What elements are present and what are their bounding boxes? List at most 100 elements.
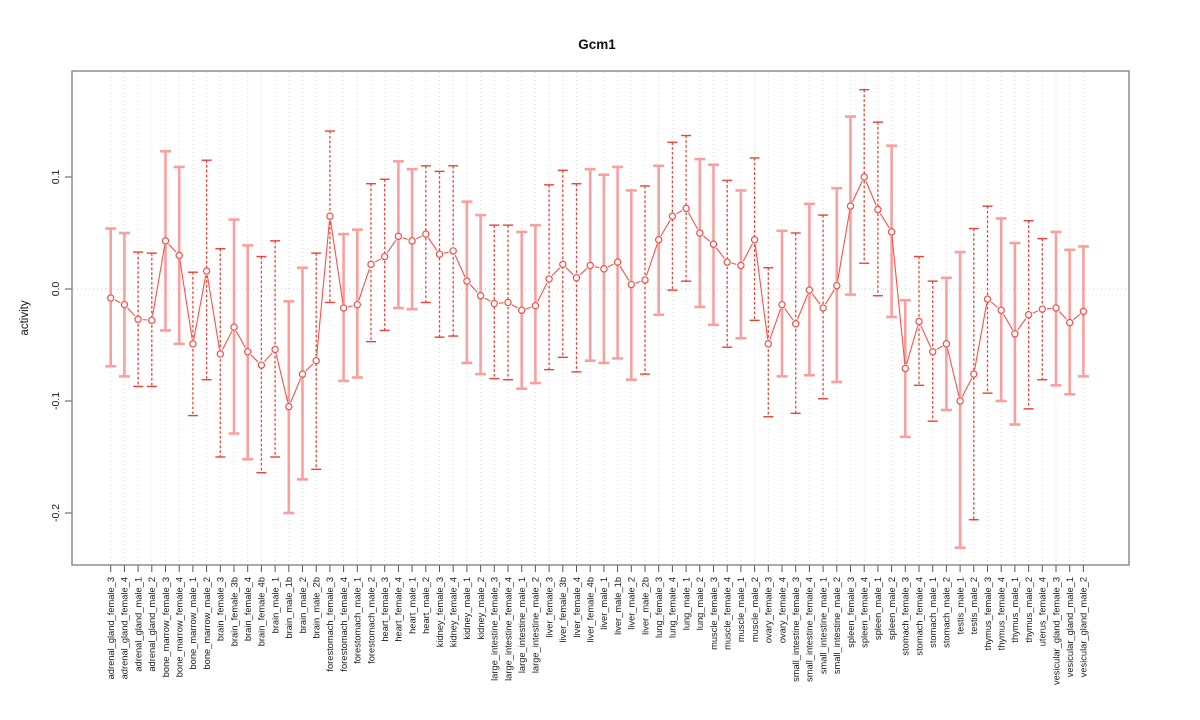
x-tick-label: lung_male_2: [695, 577, 705, 630]
plot-box: [71, 70, 1130, 566]
data-point: [846, 202, 855, 210]
series-segment: [565, 267, 574, 275]
data-point: [860, 173, 868, 181]
data-point: [463, 277, 471, 285]
series-segment: [607, 263, 614, 268]
x-tick-label: forestomach_female_3: [325, 577, 335, 672]
x-tick-label: stomach_female_4: [914, 577, 924, 656]
x-tick-label: uterus_female_4: [1038, 577, 1048, 646]
data-point: [148, 316, 156, 325]
data-point: [243, 348, 252, 356]
error-bars: [105, 88, 1089, 550]
x-tick-label: brain_male_1b: [284, 577, 294, 639]
series-segment: [264, 352, 273, 363]
x-tick-label: vesicular_gland_female_3: [1051, 577, 1061, 685]
x-tick-label: testis_male_1: [955, 577, 965, 634]
x-tick-label: liver_female_3: [544, 577, 554, 637]
error-bar: [1037, 237, 1048, 381]
series-segment: [936, 345, 943, 350]
series-segment: [221, 330, 233, 351]
data-point: [1065, 318, 1074, 327]
data-point: [230, 323, 238, 331]
x-tick-label: bone_marrow_female_3: [161, 577, 171, 677]
series-segment: [851, 180, 863, 203]
data-point: [134, 315, 142, 323]
series-segment: [825, 289, 835, 305]
data-point: [586, 261, 594, 270]
series-segment: [484, 297, 491, 302]
data-point: [1024, 311, 1033, 319]
x-tick-label: small_intestine_male_2: [832, 577, 842, 674]
x-tick-label: kidney_female_4: [449, 577, 459, 647]
series-segment: [811, 293, 821, 305]
data-points: [106, 173, 1088, 411]
series-segment: [179, 259, 193, 340]
series-segment: [250, 354, 259, 363]
x-tick-label: muscle_male_1: [736, 577, 746, 642]
series-segment: [715, 247, 725, 259]
series-segment: [974, 303, 988, 370]
series-segment: [305, 363, 314, 372]
x-tick-label: testis_male_2: [969, 577, 979, 634]
x-tick-label: heart_female_4: [394, 577, 404, 642]
data-point: [641, 276, 649, 284]
data-point: [559, 260, 567, 269]
x-tick-label: heart_male_1: [407, 577, 417, 634]
data-point: [668, 212, 677, 220]
series-segment: [551, 267, 561, 276]
series-segment: [635, 280, 641, 284]
data-point: [627, 280, 636, 289]
data-point: [737, 261, 745, 270]
data-point: [887, 228, 896, 236]
series-segment: [511, 304, 518, 309]
error-bar: [187, 271, 198, 417]
series-segment: [687, 212, 699, 230]
series-segment: [784, 308, 794, 321]
x-tick-label: kidney_male_2: [476, 577, 486, 640]
x-tick-label: adrenal_gland_female_3: [106, 577, 116, 679]
x-tick-label: brain_female_3: [216, 577, 226, 641]
data-point: [353, 300, 361, 309]
x-tick-label: spleen_female_4: [860, 577, 870, 648]
x-tick-label: small_intestine_female_4: [805, 577, 815, 682]
series-segment: [619, 265, 630, 281]
series-segment: [769, 308, 782, 340]
data-point: [490, 299, 498, 308]
x-tick-label: adrenal_gland_male_1: [133, 577, 143, 672]
x-tick-label: kidney_male_1: [462, 577, 472, 640]
error-bar: [489, 224, 500, 380]
series-segment: [374, 258, 381, 263]
x-tick-label: large_intestine_male_2: [531, 577, 541, 673]
data-point: [504, 298, 512, 307]
data-point: [682, 204, 690, 213]
data-point: [572, 274, 581, 282]
chart-title: Gcm1: [578, 37, 616, 52]
x-tick-label: kidney_female_3: [435, 577, 445, 647]
data-point: [476, 292, 485, 300]
x-tick-label: liver_male_2: [627, 577, 637, 630]
data-point: [874, 205, 882, 214]
data-point: [531, 302, 540, 310]
data-point: [216, 350, 224, 358]
x-tick-label: brain_female_4b: [257, 577, 267, 646]
error-bar: [215, 247, 226, 458]
error-bar: [571, 183, 582, 373]
x-tick-label: muscle_male_2: [750, 577, 760, 642]
x-tick-label: liver_male_1: [599, 577, 609, 630]
data-point: [600, 265, 608, 273]
data-point: [983, 295, 992, 303]
series-segment: [235, 330, 246, 348]
x-tick-label: adrenal_gland_female_4: [120, 577, 130, 679]
data-point: [449, 247, 457, 255]
axes: adrenal_gland_female_3 adrenal_gland_fema…: [50, 70, 1130, 685]
series-segment: [127, 307, 136, 317]
data-point: [997, 306, 1005, 314]
data-point: [1038, 305, 1047, 313]
series-segment: [358, 268, 371, 301]
series-segment: [946, 348, 960, 397]
data-point: [655, 236, 663, 244]
data-point: [257, 361, 266, 369]
x-tick-label: thymus_female_4: [997, 577, 1007, 650]
